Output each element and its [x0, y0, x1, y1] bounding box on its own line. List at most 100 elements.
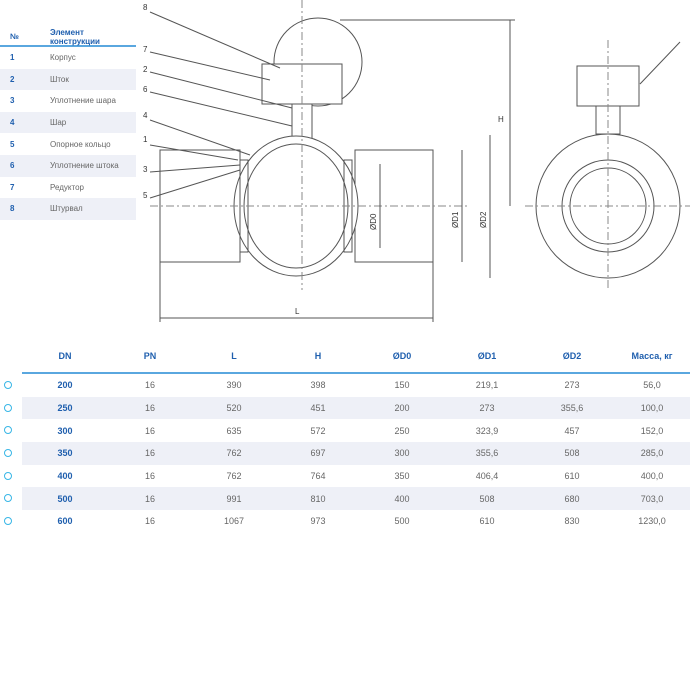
part-name: Штурвал [50, 204, 83, 214]
row-marker-icon[interactable] [4, 471, 12, 480]
cell-d2: 830 [564, 516, 580, 527]
cell-l: 762 [226, 471, 242, 482]
cell-dn: 200 [57, 380, 73, 391]
cell-d2: 680 [564, 493, 580, 504]
header-d0: ØD0 [392, 351, 412, 361]
cell-mass: 152,0 [640, 425, 664, 436]
header-dn: DN [58, 351, 72, 361]
parts-row: 5 Опорное кольцо [0, 133, 136, 155]
part-number: 4 [10, 118, 15, 128]
row-marker-icon[interactable] [4, 449, 12, 458]
cell-pn: 16 [144, 403, 155, 414]
cell-d2: 508 [564, 448, 580, 459]
spec-row[interactable]: 200 16 390 398 150 219,1 273 56,0 [4, 374, 690, 397]
cell-d0: 200 [394, 403, 410, 414]
callout-6: 6 [143, 85, 148, 94]
callout-1: 1 [143, 135, 148, 144]
cell-dn: 600 [57, 516, 73, 527]
spec-row[interactable]: 300 16 635 572 250 323,9 457 152,0 [4, 419, 690, 442]
spec-row[interactable]: 600 16 1067 973 500 610 830 1230,0 [4, 510, 690, 533]
part-number: 5 [10, 139, 15, 149]
cell-l: 762 [226, 448, 242, 459]
cell-dn: 300 [57, 425, 73, 436]
parts-row: 1 Корпус [0, 47, 136, 69]
cell-dn: 500 [57, 493, 73, 504]
part-number: 6 [10, 161, 15, 171]
cell-h: 398 [310, 380, 326, 391]
dim-h: H [498, 115, 504, 124]
part-name: Уплотнение шара [50, 96, 116, 106]
parts-row: 3 Уплотнение шара [0, 90, 136, 112]
part-number: 1 [10, 53, 15, 63]
cell-dn: 250 [57, 403, 73, 414]
cell-mass: 100,0 [640, 403, 664, 414]
part-name: Корпус [50, 53, 76, 63]
cell-d0: 250 [394, 425, 410, 436]
cell-d0: 400 [394, 493, 410, 504]
cell-h: 697 [310, 448, 326, 459]
callout-5: 5 [143, 191, 148, 200]
cell-h: 451 [310, 403, 326, 414]
dim-d1: ØD1 [451, 211, 460, 228]
spec-row[interactable]: 250 16 520 451 200 273 355,6 100,0 [4, 396, 690, 420]
callout-7: 7 [143, 45, 148, 54]
part-name: Редуктор [50, 182, 84, 192]
row-marker-icon[interactable] [4, 494, 12, 503]
cell-h: 764 [310, 471, 326, 482]
parts-table-header: № Элемент конструкции [0, 28, 136, 47]
cell-d2: 610 [564, 471, 580, 482]
callout-4: 4 [143, 111, 148, 120]
header-number: № [10, 32, 19, 41]
cell-dn: 400 [57, 471, 73, 482]
cell-mass: 1230,0 [638, 516, 666, 527]
part-number: 8 [10, 204, 15, 214]
row-marker-icon[interactable] [4, 517, 12, 526]
cell-d1: 323,9 [475, 425, 499, 436]
cell-h: 810 [310, 493, 326, 504]
cell-l: 991 [226, 493, 242, 504]
cell-dn: 350 [57, 448, 73, 459]
dim-d0: ØD0 [369, 213, 378, 230]
cell-pn: 16 [144, 471, 155, 482]
part-number: 3 [10, 96, 15, 106]
cell-d0: 350 [394, 471, 410, 482]
cell-pn: 16 [144, 380, 155, 391]
parts-row: 7 Редуктор [0, 177, 136, 199]
callout-8: 8 [143, 3, 148, 12]
cell-d1: 355,6 [475, 448, 499, 459]
header-d1: ØD1 [477, 351, 497, 361]
cell-d1: 406,4 [475, 471, 499, 482]
spec-row[interactable]: 400 16 762 764 350 406,4 610 400,0 [4, 465, 690, 488]
callout-3: 3 [143, 165, 148, 174]
spec-table: DN PN L H ØD0 ØD1 ØD2 Масса, кг 200 16 390… [0, 340, 700, 533]
cell-d0: 300 [394, 448, 410, 459]
cell-d2: 273 [564, 380, 580, 391]
parts-table: № Элемент конструкции 1 Корпус 2 Шток 3 Уплот… [0, 28, 136, 220]
cell-d2: 457 [564, 425, 580, 436]
spec-row[interactable]: 350 16 762 697 300 355,6 508 285,0 [4, 442, 690, 465]
cell-h: 572 [310, 425, 326, 436]
part-number: 2 [10, 74, 15, 84]
cell-d1: 508 [479, 493, 495, 504]
cell-d1: 219,1 [475, 380, 499, 391]
cell-d0: 500 [394, 516, 410, 527]
valve-drawing: 8 7 2 6 4 1 3 5 H L ØD0 ØD1 ØD2 [143, 0, 690, 322]
part-name: Шток [50, 74, 69, 84]
dim-d2: ØD2 [479, 211, 488, 228]
cell-d2: 355,6 [560, 403, 584, 414]
parts-row: 8 Штурвал [0, 198, 136, 220]
row-marker-icon[interactable] [4, 426, 12, 435]
dim-l: L [295, 307, 300, 316]
row-marker-icon[interactable] [4, 381, 12, 389]
cell-pn: 16 [144, 448, 155, 459]
header-element: Элемент конструкции [49, 27, 100, 46]
cell-mass: 285,0 [640, 448, 664, 459]
header-d2: ØD2 [562, 351, 582, 361]
cell-d1: 273 [479, 403, 495, 414]
row-marker-icon[interactable] [4, 403, 12, 412]
spec-row[interactable]: 500 16 991 810 400 508 680 703,0 [4, 487, 690, 511]
cell-mass: 703,0 [640, 493, 664, 504]
cell-pn: 16 [144, 425, 155, 436]
part-name: Опорное кольцо [50, 139, 111, 149]
